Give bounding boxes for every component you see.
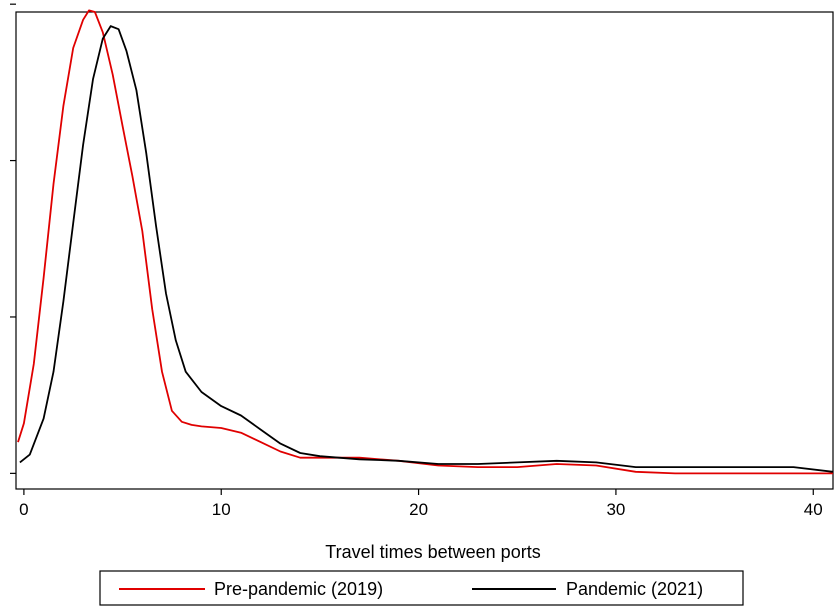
- plot-area-frame: [15, 11, 834, 490]
- x-tick-label: 30: [606, 500, 625, 519]
- series-line-pandemic: [19, 25, 834, 473]
- series-line-pre-pandemic: [17, 9, 833, 475]
- x-tick-label: 10: [212, 500, 231, 519]
- x-axis-title: Travel times between ports: [325, 542, 540, 562]
- y-axis-ticks: [10, 3, 16, 474]
- legend-box: [99, 570, 744, 606]
- legend-label-pandemic: Pandemic (2021): [566, 579, 703, 599]
- legend: Pre-pandemic (2019) Pandemic (2021): [99, 570, 744, 606]
- x-axis-ticks: 0 10 20 30 40: [19, 489, 823, 519]
- series-lines: [17, 9, 834, 475]
- x-tick-label: 20: [409, 500, 428, 519]
- x-tick-label: 40: [804, 500, 823, 519]
- x-tick-label: 0: [19, 500, 28, 519]
- legend-label-pre-pandemic: Pre-pandemic (2019): [214, 579, 383, 599]
